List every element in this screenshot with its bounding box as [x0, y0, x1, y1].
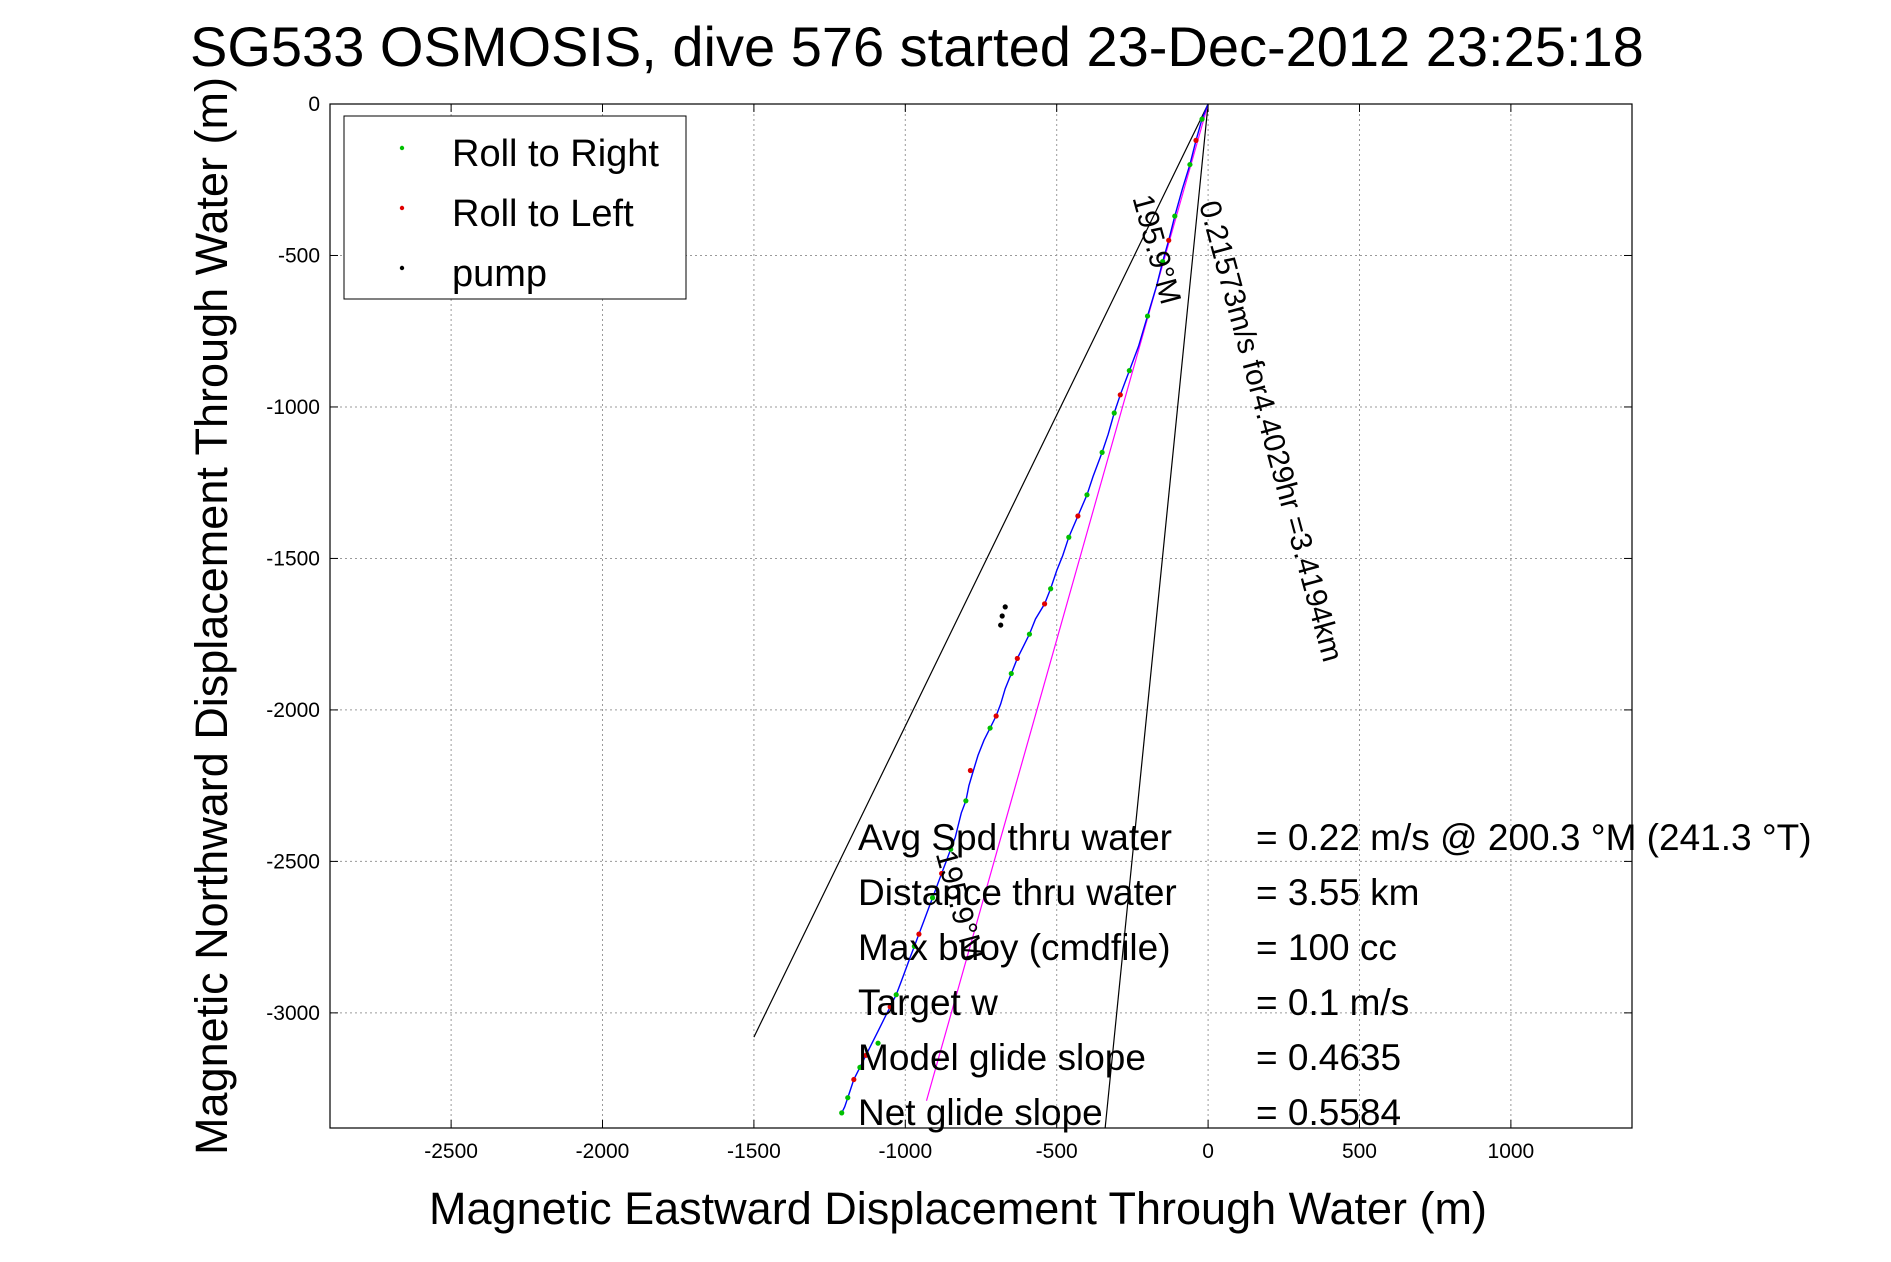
annotation-label: Avg Spd thru water: [858, 817, 1172, 858]
roll-left-point: [1014, 655, 1020, 662]
roll-right-point: [875, 1040, 881, 1046]
marker-series: [839, 116, 1205, 1116]
roll-right-point: [963, 798, 969, 804]
legend-marker: [399, 265, 405, 271]
annotation-label: Net glide slope: [858, 1092, 1103, 1133]
x-tick-label: 500: [1342, 1140, 1377, 1163]
roll-right-point: [1026, 631, 1033, 637]
roll-right-point: [1144, 313, 1151, 319]
y-axis-label: Magnetic Northward Displacement Through …: [186, 77, 237, 1155]
y-tick-label: -500: [278, 244, 320, 267]
roll-right-point: [929, 895, 936, 901]
roll-left-point: [1166, 237, 1172, 243]
annotation-label: Max buoy (cmdfile): [858, 927, 1171, 968]
roll-right-point: [1160, 258, 1166, 265]
x-tick-label: -500: [1036, 1140, 1078, 1163]
annotation-value: = 0.4635: [1256, 1037, 1401, 1078]
roll-left-point: [1117, 392, 1123, 398]
roll-left-point: [851, 1076, 857, 1083]
roll-right-point: [1048, 586, 1054, 592]
annotation-value: = 0.1 m/s: [1256, 982, 1409, 1023]
legend-entry: Roll to Left: [452, 193, 634, 235]
annotation-value: = 0.22 m/s @ 200.3 °M (241.3 °T): [1256, 817, 1812, 858]
roll-right-point: [1066, 534, 1072, 540]
roll-left-point: [993, 713, 999, 719]
roll-right-point: [911, 943, 917, 949]
y-tick-label: -2500: [266, 850, 320, 873]
annotation-value: = 3.55 km: [1256, 872, 1420, 913]
reference-line: [1104, 103, 1209, 1129]
annotation-label: Target w: [858, 982, 998, 1023]
roll-right-point: [1008, 670, 1014, 677]
annotation-block: Avg Spd thru water = 0.22 m/s @ 200.3 °M …: [858, 817, 1812, 1133]
x-tick-label: 0: [1202, 1140, 1214, 1163]
axis-ticks: -2500 -2000 -1500 -1000 -500 0 500 1000 0 -500 -10…: [266, 93, 1632, 1163]
roll-right-point: [839, 1110, 845, 1116]
roll-left-point: [1041, 601, 1048, 607]
annotation-value: = 0.5584: [1256, 1092, 1401, 1133]
roll-right-point: [1172, 213, 1178, 219]
roll-left-point: [863, 1052, 869, 1058]
y-tick-label: -1000: [266, 396, 320, 419]
roll-left-point: [887, 1004, 893, 1010]
legend: Roll to Right Roll to Left pump: [343, 115, 687, 300]
x-tick-label: -1500: [727, 1140, 781, 1163]
legend-marker: [399, 205, 405, 211]
roll-right-point: [1084, 492, 1090, 498]
annotation-label: Distance thru water: [858, 872, 1177, 913]
roll-right-point: [1187, 161, 1193, 168]
y-tick-label: -2000: [266, 699, 320, 722]
reference-line: [753, 103, 1209, 1038]
pump-point: [1002, 604, 1008, 610]
grid: [330, 103, 1632, 1128]
annotation-value: = 100 cc: [1256, 927, 1397, 968]
annotation-label: Model glide slope: [858, 1037, 1146, 1078]
chart-title: SG533 OSMOSIS, dive 576 started 23-Dec-2…: [190, 15, 1644, 78]
roll-left-point: [967, 767, 974, 774]
roll-right-point: [857, 1064, 863, 1071]
roll-left-point: [1193, 137, 1199, 143]
roll-right-point: [1199, 116, 1205, 122]
y-tick-label: -3000: [266, 1002, 320, 1025]
roll-right-point: [1111, 410, 1117, 416]
legend-marker: [399, 145, 405, 151]
x-axis-label: Magnetic Eastward Displacement Through W…: [429, 1183, 1487, 1234]
roll-right-point: [1126, 368, 1132, 374]
roll-right-point: [987, 725, 993, 731]
x-tick-label: -2500: [424, 1140, 478, 1163]
roll-right-point: [893, 992, 899, 998]
legend-entry: pump: [452, 253, 547, 295]
roll-left-point: [916, 931, 922, 937]
x-tick-label: -2000: [576, 1140, 630, 1163]
pump-point: [998, 622, 1004, 628]
x-tick-label: 1000: [1488, 1140, 1535, 1163]
y-tick-label: 0: [308, 93, 320, 116]
pump-point: [999, 613, 1005, 619]
roll-right-point: [845, 1095, 851, 1101]
legend-entry: Roll to Right: [452, 133, 659, 175]
roll-left-point: [1075, 513, 1081, 519]
y-tick-label: -1500: [266, 547, 320, 570]
roll-right-point: [948, 846, 954, 852]
plot-area-frame: [329, 103, 1633, 1129]
x-tick-label: -1000: [878, 1140, 932, 1163]
roll-left-point: [939, 870, 945, 877]
roll-right-point: [1099, 449, 1105, 456]
